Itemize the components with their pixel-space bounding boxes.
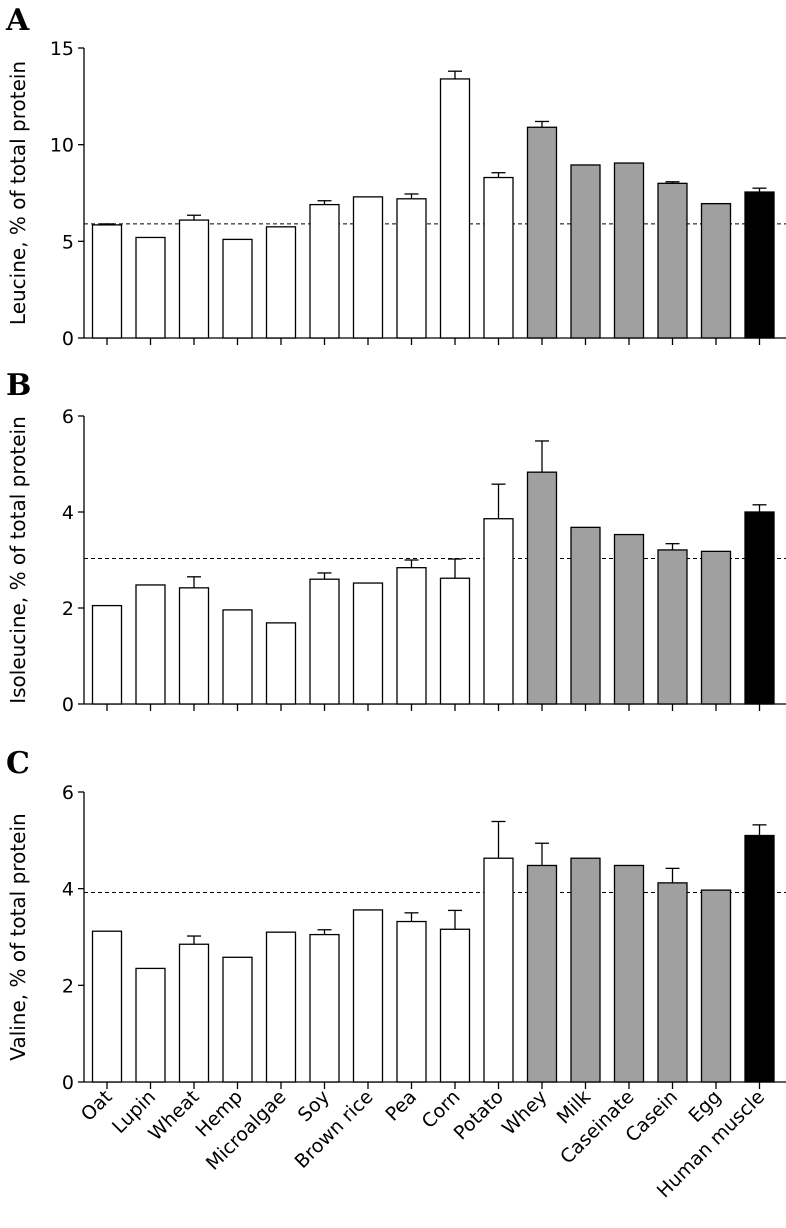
bar-whey	[526, 126, 558, 339]
panel-letter: A	[5, 3, 30, 38]
panel-b: B Isoleucine, % of total protein 0 2 4 6	[6, 368, 786, 716]
bar-oat	[91, 930, 123, 1083]
bar-brown-rice	[352, 909, 384, 1083]
bar-caseinate	[613, 864, 645, 1083]
y-tick-label: 4	[62, 879, 74, 901]
y-axis-label: Valine, % of total protein	[6, 813, 30, 1060]
y-tick-label: 2	[62, 598, 74, 620]
panel-letter: C	[6, 746, 30, 781]
bar-human-muscle	[744, 834, 775, 1083]
bar-egg	[700, 889, 732, 1083]
bar-soy	[309, 203, 340, 339]
bar-brown-rice	[352, 582, 384, 705]
bar-human-muscle	[744, 191, 775, 339]
y-tick-label: 6	[62, 782, 74, 804]
bar-soy	[309, 933, 340, 1083]
bar-microalgae	[265, 226, 297, 339]
bar-microalgae	[265, 931, 297, 1083]
bar-potato	[483, 857, 514, 1083]
bar-whey	[526, 864, 558, 1083]
bar-lupin	[135, 967, 166, 1083]
bar-corn	[439, 577, 471, 705]
y-tick-label: 4	[62, 502, 74, 524]
bar-egg	[700, 550, 732, 705]
bar-hemp	[222, 609, 253, 705]
y-tick-label: 0	[62, 1072, 74, 1094]
bar-casein	[657, 182, 688, 339]
bar-human-muscle	[744, 511, 775, 705]
bar-lupin	[135, 236, 166, 339]
y-axis-label: Leucine, % of total protein	[6, 61, 30, 325]
x-tick-label: Brown rice	[291, 1086, 378, 1173]
bar-corn	[439, 78, 471, 339]
x-tick-label: Potato	[450, 1086, 508, 1144]
bar-hemp	[222, 956, 253, 1083]
y-tick-label: 5	[62, 231, 74, 253]
bar-caseinate	[613, 533, 645, 705]
bar-lupin	[135, 584, 166, 705]
bar-wheat	[178, 587, 210, 705]
bar-wheat	[178, 219, 210, 339]
bar-whey	[526, 471, 558, 705]
x-tick-label: Whey	[498, 1086, 552, 1140]
bar-pea	[396, 920, 427, 1083]
bar-oat	[91, 604, 123, 705]
bar-corn	[439, 928, 471, 1083]
bar-brown-rice	[352, 196, 384, 339]
y-tick-label: 2	[62, 975, 74, 997]
panel-letter: B	[6, 368, 31, 403]
bar-casein	[657, 549, 688, 705]
bar-milk	[570, 857, 601, 1083]
bar-pea	[396, 567, 427, 705]
x-tick-label: Pea	[381, 1086, 421, 1126]
y-tick-label: 10	[50, 135, 74, 157]
bar-wheat	[178, 943, 210, 1083]
bar-caseinate	[613, 162, 645, 339]
bar-soy	[309, 578, 340, 705]
bar-egg	[700, 202, 732, 339]
y-tick-label: 6	[62, 406, 74, 428]
y-tick-label: 0	[62, 328, 74, 350]
y-axis-label: Isoleucine, % of total protein	[6, 416, 30, 704]
y-tick-label: 0	[62, 694, 74, 716]
bar-hemp	[222, 238, 253, 339]
bar-oat	[91, 224, 123, 339]
bar-potato	[483, 518, 514, 705]
bar-pea	[396, 198, 427, 339]
y-tick-label: 15	[50, 38, 74, 60]
bar-casein	[657, 882, 688, 1083]
bar-microalgae	[265, 622, 297, 705]
panel-a: A Leucine, % of total protein 0 5 10 15	[5, 3, 786, 350]
bar-potato	[483, 176, 514, 339]
bar-milk	[570, 526, 601, 705]
bar-milk	[570, 164, 601, 339]
